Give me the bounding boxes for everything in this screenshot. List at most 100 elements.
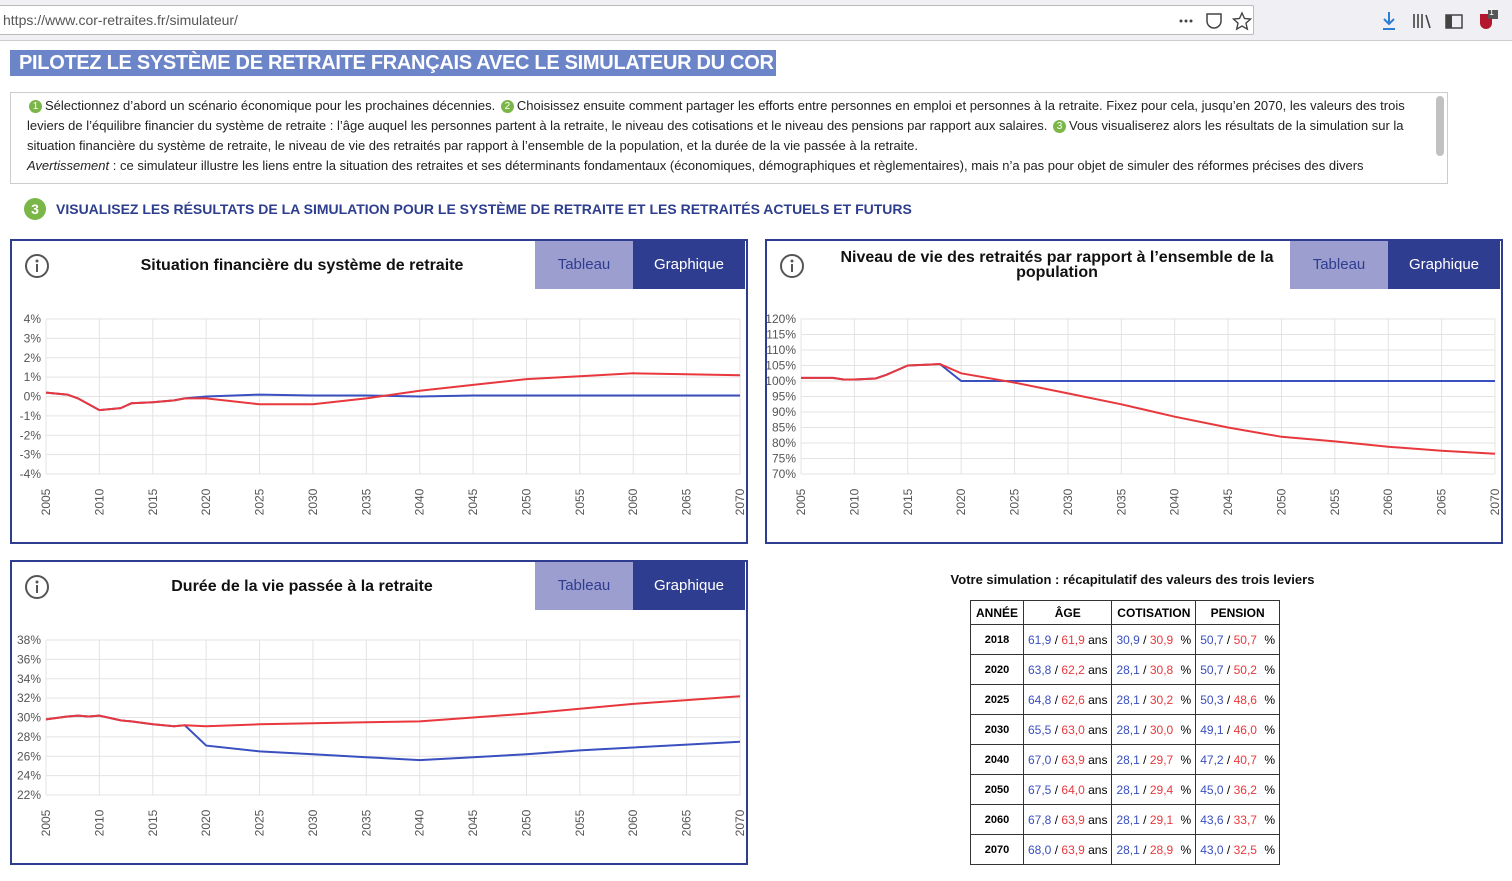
separator: / [1226, 662, 1231, 677]
series-line [801, 362, 1496, 455]
y-tick-label: -3% [20, 448, 42, 462]
chart-panel: Niveau de vie des retraités par rapport … [765, 239, 1503, 544]
lever-cell: 68,0 / 63,9 ans [1022, 834, 1113, 865]
x-tick-label: 2055 [1328, 488, 1342, 515]
y-tick-label: 110% [767, 343, 796, 357]
x-tick-label: 2040 [413, 488, 427, 515]
value-new: 28,9 [1149, 842, 1174, 857]
table-row: 2020 63,8 / 62,2 ans 28,1 / 30,8 % 50,7 / 5… [970, 654, 1280, 685]
info-icon[interactable] [779, 253, 805, 279]
value-current: 49,1 [1200, 722, 1224, 737]
view-tab[interactable]: Graphique [633, 562, 745, 610]
value-new: 63,9 [1061, 842, 1085, 857]
addon-badge: 1 [1489, 7, 1495, 17]
view-tab[interactable]: Tableau [535, 241, 633, 289]
unit: % [1180, 632, 1192, 647]
x-tick-label: 2060 [626, 488, 640, 515]
value-current: 43,6 [1200, 812, 1224, 827]
lever-cell: 28,1 / 29,1 % [1111, 804, 1197, 835]
lever-cell: 28,1 / 30,0 % [1111, 714, 1197, 745]
value-current: 50,7 [1200, 632, 1224, 647]
value-new: 29,1 [1149, 812, 1174, 827]
chart-title: Situation financière du système de retra… [140, 256, 464, 274]
x-tick-label: 2025 [1008, 488, 1022, 515]
x-tick-label: 2055 [573, 488, 587, 515]
unit: % [1180, 812, 1192, 827]
view-tab[interactable]: Tableau [1290, 241, 1388, 289]
chart-title: Niveau de vie des retraités par rapport … [840, 249, 1274, 281]
address-bar[interactable]: https://www.cor-retraites.fr/simulateur/ [0, 5, 1254, 35]
chart-panel: Durée de la vie passée à la retraite Tabl… [10, 560, 748, 865]
info-icon[interactable] [24, 574, 50, 600]
separator: / [1226, 752, 1231, 767]
value-new: 48,6 [1233, 692, 1257, 707]
info-circle [780, 254, 804, 278]
x-tick-label: 2065 [1435, 488, 1449, 515]
browser-toolbar: https://www.cor-retraites.fr/simulateur/… [0, 0, 1512, 41]
x-tick-label: 2020 [954, 488, 968, 515]
value-current: 43,0 [1200, 842, 1224, 857]
y-tick-label: 90% [772, 405, 796, 419]
value-current: 28,1 [1116, 782, 1140, 797]
lever-cell: 28,1 / 30,2 % [1111, 684, 1197, 715]
separator: / [1143, 632, 1147, 647]
warning-text: : ce simulateur illustre les liens entre… [112, 158, 1364, 173]
lever-cell: 43,6 / 33,7 % [1195, 804, 1280, 835]
panel-header: Durée de la vie passée à la retraite Tabl… [12, 562, 746, 610]
separator: / [1054, 722, 1059, 737]
unit: % [1264, 842, 1275, 857]
lever-cell: 50,7 / 50,2 % [1195, 654, 1280, 685]
series-line [45, 372, 741, 412]
lever-cell: 61,9 / 61,9 ans [1022, 624, 1113, 655]
unit: % [1264, 632, 1275, 647]
lever-cell: 63,8 / 62,2 ans [1022, 654, 1113, 685]
x-tick-label: 2005 [39, 488, 53, 515]
x-tick-label: 2035 [1114, 488, 1128, 515]
x-tick-label: 2040 [1168, 488, 1182, 515]
x-tick-label: 2020 [199, 809, 213, 836]
view-tab[interactable]: Graphique [633, 241, 745, 289]
y-tick-label: 26% [17, 749, 41, 763]
column-header: ANNÉE [970, 600, 1024, 625]
separator: / [1054, 692, 1059, 707]
value-new: 61,9 [1061, 632, 1085, 647]
y-tick-label: 30% [17, 711, 41, 725]
unit: % [1180, 752, 1192, 767]
y-tick-label: 22% [17, 788, 41, 802]
scrollbar[interactable] [1436, 96, 1444, 156]
x-tick-label: 2045 [1221, 488, 1235, 515]
panel-header: Niveau de vie des retraités par rapport … [767, 241, 1501, 289]
x-tick-label: 2005 [794, 488, 808, 515]
y-tick-label: 1% [24, 370, 42, 384]
view-tab[interactable]: Tableau [535, 562, 633, 610]
x-tick-label: 2010 [92, 809, 106, 836]
section-number: 3 [24, 198, 46, 220]
y-tick-label: 105% [767, 359, 796, 373]
info-icon[interactable] [24, 253, 50, 279]
separator: / [1226, 692, 1231, 707]
value-current: 28,1 [1116, 722, 1140, 737]
unit: ans [1088, 752, 1108, 767]
lever-cell: 67,5 / 64,0 ans [1022, 774, 1113, 805]
value-new: 32,5 [1233, 842, 1257, 857]
table-body: 2018 61,9 / 61,9 ans 30,9 / 30,9 % 50,7 / 5… [970, 624, 1280, 865]
x-tick-label: 2070 [733, 488, 746, 515]
y-tick-label: 3% [24, 331, 42, 345]
y-tick-label: -4% [20, 467, 42, 481]
step-number: 2 [500, 100, 514, 113]
table-row: 2050 67,5 / 64,0 ans 28,1 / 29,4 % 45,0 / 3… [970, 774, 1280, 805]
separator: / [1226, 812, 1231, 827]
separator: / [1143, 722, 1147, 737]
info-dot [790, 259, 794, 263]
value-new: 63,9 [1061, 812, 1085, 827]
separator: / [1226, 632, 1231, 647]
value-current: 67,8 [1028, 812, 1052, 827]
chart: 70%75% 80%85% 90%95% 100%105% 110%115% 120% 20… [767, 312, 1501, 515]
table-row: 2040 67,0 / 63,9 ans 28,1 / 29,7 % 47,2 / 4… [970, 744, 1280, 775]
y-tick-label: 24% [17, 769, 41, 783]
x-tick-label: 2050 [519, 809, 533, 836]
x-tick-label: 2010 [847, 488, 861, 515]
view-tab[interactable]: Graphique [1388, 241, 1500, 289]
separator: / [1143, 782, 1147, 797]
